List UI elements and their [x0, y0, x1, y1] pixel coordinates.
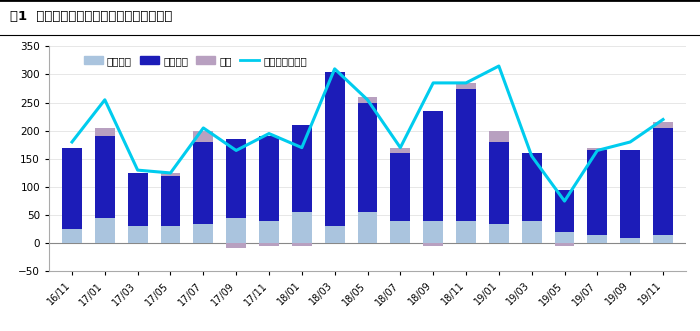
Bar [160, 176, 181, 226]
Bar [489, 131, 509, 142]
Bar [522, 221, 542, 243]
Bar [554, 232, 575, 243]
Bar [620, 150, 640, 238]
Bar [62, 148, 82, 229]
Bar [160, 226, 181, 243]
Bar [424, 221, 443, 243]
Bar [259, 136, 279, 221]
Bar [95, 218, 115, 243]
Bar [358, 97, 377, 103]
Bar [292, 213, 312, 243]
Bar [456, 221, 476, 243]
Bar [128, 173, 148, 226]
Bar [160, 173, 181, 176]
Bar [193, 131, 214, 142]
Bar [128, 226, 148, 243]
Bar [554, 243, 575, 246]
Text: 图1  美国新增非农就业人数及分项（千人）: 图1 美国新增非农就业人数及分项（千人） [10, 10, 173, 23]
Bar [325, 226, 344, 243]
Bar [226, 243, 246, 248]
Bar [226, 139, 246, 218]
Bar [587, 150, 607, 235]
Bar [653, 128, 673, 235]
Bar [456, 89, 476, 221]
Bar [193, 224, 214, 243]
Bar [259, 243, 279, 246]
Bar [587, 235, 607, 243]
Bar [489, 224, 509, 243]
Bar [424, 111, 443, 221]
Bar [292, 125, 312, 213]
Bar [554, 190, 575, 232]
Legend: 商品生产, 服务生产, 政府, 非农新增总人数: 商品生产, 服务生产, 政府, 非农新增总人数 [80, 52, 311, 70]
Bar [358, 213, 377, 243]
Bar [226, 218, 246, 243]
Bar [358, 103, 377, 213]
Bar [292, 243, 312, 246]
Bar [62, 229, 82, 243]
Bar [653, 122, 673, 128]
Bar [95, 136, 115, 218]
Bar [620, 238, 640, 243]
Bar [95, 128, 115, 136]
Bar [391, 221, 410, 243]
Bar [424, 243, 443, 246]
Bar [193, 142, 214, 224]
Bar [653, 235, 673, 243]
Bar [456, 83, 476, 89]
Bar [489, 142, 509, 224]
Bar [587, 148, 607, 150]
Bar [259, 221, 279, 243]
Bar [391, 148, 410, 153]
Bar [325, 72, 344, 226]
Bar [391, 153, 410, 221]
Bar [522, 153, 542, 221]
